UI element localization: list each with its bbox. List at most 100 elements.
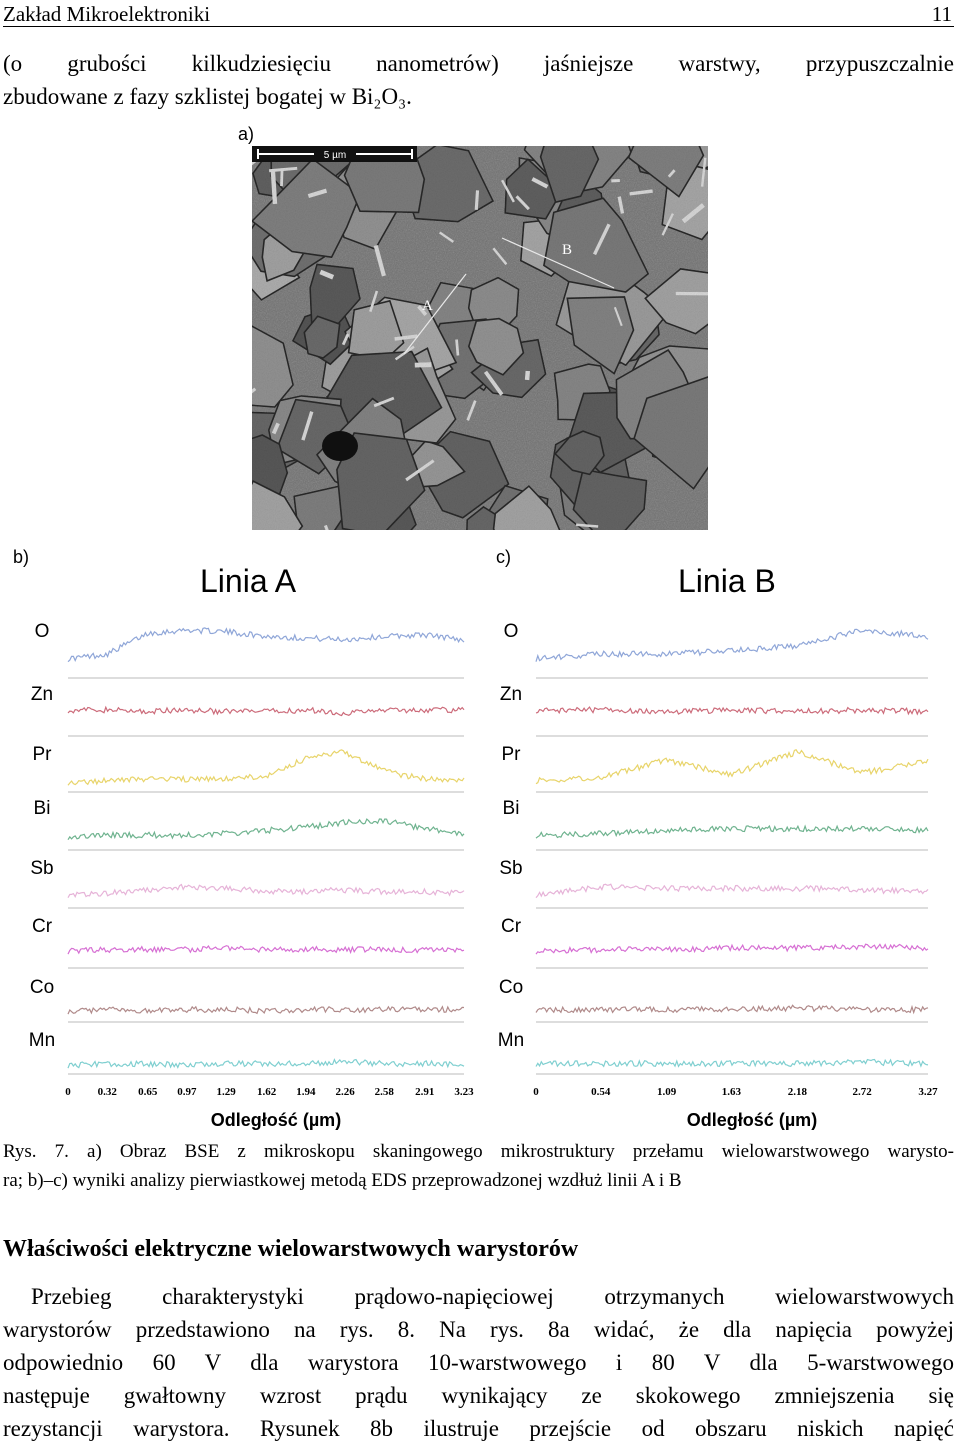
x-tick-label: 1.29 [217, 1086, 237, 1098]
element-label-mn: Mn [498, 1030, 524, 1051]
sem-platelet [492, 247, 508, 266]
x-tick-label: 3.27 [918, 1086, 938, 1098]
intro-line: (o grubości kilkudziesięciu nanometrów) … [3, 51, 954, 76]
element-label-o: O [35, 621, 50, 642]
sem-platelet [700, 157, 707, 187]
x-tick-label: 1.09 [657, 1086, 677, 1098]
panel-a-label: a) [238, 124, 255, 144]
x-tick-label: 0 [65, 1086, 71, 1098]
element-label-zn: Zn [500, 684, 522, 705]
sem-platelet [515, 195, 530, 211]
sem-platelet [438, 231, 455, 243]
x-tick-label: 2.58 [375, 1086, 395, 1098]
sem-platelet [252, 387, 257, 394]
element-label-mn: Mn [29, 1030, 55, 1051]
eds-series-pr [535, 749, 929, 785]
x-tick-label: 2.18 [788, 1086, 808, 1098]
panel-b-title: Linia A [200, 563, 297, 599]
x-tick-label: 0.65 [138, 1086, 158, 1098]
x-tick-label: 0 [533, 1086, 539, 1098]
element-label-sb: Sb [30, 858, 53, 879]
element-label-co: Co [499, 977, 523, 998]
sem-platelet [373, 396, 395, 408]
sem-platelet [301, 411, 314, 441]
sem-grain [554, 430, 605, 476]
sem-platelet [592, 223, 611, 256]
sem-grain [633, 376, 708, 490]
figure-caption: Rys. 7. a) Obraz BSE z mikroskopu skanin… [3, 1137, 954, 1195]
eds-series-bi [67, 818, 465, 841]
body-line: rezystancji warystora. Rysunek 8b ilustr… [3, 1416, 954, 1441]
sem-platelet [667, 169, 676, 178]
eds-series-zn [535, 706, 929, 716]
eds-panel-line-a: O Zn Pr Bi Sb Cr Co Mn 0 0.32 0.65 0.97 1.29 1.62 1.94… [29, 621, 474, 1130]
x-tick-label: 0.54 [591, 1086, 611, 1098]
line-b-label: B [562, 242, 572, 258]
sem-grain [492, 485, 561, 530]
sem-grain [566, 296, 635, 375]
scan-line-b [501, 237, 615, 289]
sem-grain [467, 317, 525, 376]
caption-line: ra; b)–c) wyniki analizy pierwiastkowej … [3, 1170, 682, 1191]
intro-line: zbudowane z fazy szklistej bogatej w Bi₂… [3, 84, 412, 109]
sem-grain [627, 146, 705, 198]
scale-bar-label: 5 µm [324, 150, 346, 161]
sem-platelet [405, 459, 435, 482]
sem-grain [303, 315, 341, 359]
sem-grain [644, 268, 708, 335]
element-label-pr: Pr [502, 744, 522, 765]
sem-micrograph: 5 µm A B [252, 146, 708, 530]
x-tick-label: 1.63 [722, 1086, 742, 1098]
eds-series-o [535, 628, 929, 662]
x-tick-label: 3.23 [454, 1086, 474, 1098]
sem-grain [572, 468, 648, 530]
sem-platelet [319, 269, 335, 280]
sem-platelet [455, 339, 460, 356]
element-label-bi: Bi [503, 798, 520, 819]
sem-platelet [373, 244, 386, 277]
sem-platelet [280, 168, 284, 187]
eds-panel-line-b: O Zn Pr Bi Sb Cr Co Mn 0 0.54 1.09 1.63 2.18 2.72 3.27… [498, 621, 938, 1130]
sem-platelet [613, 306, 623, 327]
sem-platelet [681, 203, 705, 224]
sem-platelet [270, 170, 278, 205]
running-header: Zakład Mikroelektroniki 11 [3, 2, 954, 27]
eds-series-mn [535, 1058, 929, 1068]
eds-series-cr [535, 943, 929, 955]
eds-series-sb [535, 883, 929, 899]
sem-platelet [394, 334, 418, 341]
x-tick-label: 2.72 [852, 1086, 872, 1098]
eds-charts: O Zn Pr Bi Sb Cr Co Mn 0 0.32 0.65 0.97 1.29 1.62 1.94… [29, 621, 938, 1130]
eds-series-sb [67, 883, 465, 899]
body-line: warystorów przedstawiono na rys. 8. Na r… [3, 1317, 954, 1342]
sem-platelet [474, 190, 480, 210]
x-axis-label: Odległość (µm) [687, 1110, 817, 1130]
sem-platelet [617, 196, 625, 214]
intro-paragraph: (o grubości kilkudziesięciu nanometrów) … [3, 47, 954, 113]
sem-platelet [466, 400, 477, 421]
element-label-o: O [504, 621, 519, 642]
page-number: 11 [931, 2, 952, 26]
x-tick-label: 1.62 [257, 1086, 277, 1098]
x-tick-label: 0.97 [177, 1086, 197, 1098]
element-label-cr: Cr [32, 916, 53, 937]
element-label-zn: Zn [31, 684, 53, 705]
x-tick-label: 2.91 [415, 1086, 434, 1098]
panel-c-label: c) [496, 547, 511, 567]
section-heading: Właściwości elektryczne wielowarstwowych… [3, 1236, 579, 1262]
body-line: następuje gwałtowny wzrost prądu wynikaj… [3, 1383, 954, 1408]
caption-line: Rys. 7. a) Obraz BSE z mikroskopu skanin… [3, 1141, 954, 1162]
sem-platelet [524, 370, 531, 381]
eds-series-o [67, 627, 465, 663]
sem-pore [322, 431, 358, 461]
x-tick-label: 2.26 [335, 1086, 355, 1098]
body-line: Przebieg charakterystyki prądowo-napięci… [31, 1284, 954, 1309]
element-label-co: Co [30, 977, 54, 998]
sem-platelet [661, 213, 674, 236]
sem-platelet [531, 177, 549, 189]
eds-series-mn [67, 1058, 465, 1069]
eds-series-pr [67, 749, 465, 786]
sem-platelet [341, 333, 350, 346]
body-line: odpowiednio 60 V dla warystora 10-warstw… [3, 1350, 954, 1375]
line-a-label: A [422, 298, 433, 314]
